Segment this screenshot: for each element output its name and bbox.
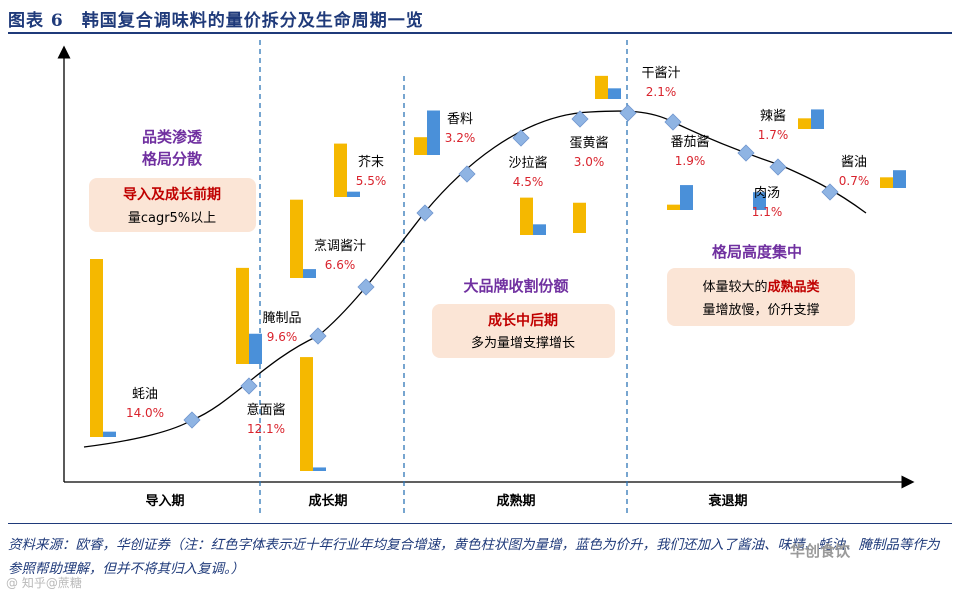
item-12-curve-point (821, 183, 839, 201)
figure-title: 图表 6 韩国复合调味料的量价拆分及生命周期一览 (8, 11, 424, 31)
item-5-price-bar (427, 110, 440, 155)
annotation-1-box-title: 导入及成长前期 (123, 186, 221, 203)
item-8-volume-bar (595, 75, 608, 99)
item-1-curve-point (240, 377, 258, 395)
item-11-growth-label: 1.7% (758, 128, 789, 142)
annotation-2-box (432, 304, 615, 358)
item-6-growth-label: 4.5% (513, 175, 544, 189)
item-1-price-bar (313, 467, 326, 471)
item-2-price-bar (249, 333, 262, 364)
item-10-price-bar (753, 192, 766, 210)
item-6-volume-bar (520, 197, 533, 235)
item-0-price-bar (103, 431, 116, 437)
item-4-curve-point (416, 204, 434, 222)
annotation-3-box (667, 268, 855, 326)
items-layer: 蚝油 14.0% 意面酱 12.1% 腌制品 9.6% 烹调酱汁 6.6% 芥末 5.5% 香料 3.… (90, 66, 906, 471)
item-7-curve-point (571, 110, 589, 128)
item-7-volume-bar (573, 202, 586, 233)
item-11-name-label: 辣酱 (760, 109, 786, 124)
item-3-volume-bar (290, 199, 303, 278)
item-4-growth-label: 5.5% (356, 174, 387, 188)
item-9-volume-bar (667, 204, 680, 210)
item-12-volume-bar (880, 177, 893, 188)
annotation-2-box-text: 多为量增支撑增长 (471, 335, 575, 351)
phase-label-intro: 导入期 (145, 494, 184, 509)
lifecycle-chart: 导入期 成长期 成熟期 衰退期 品类渗透 格局分散 导入及成长前期 量cagr5… (57, 40, 915, 515)
item-2-volume-bar (236, 267, 249, 364)
item-0-name-label: 蚝油 (132, 387, 158, 402)
item-3-growth-label: 6.6% (325, 258, 356, 272)
annotation-3-title: 格局高度集中 (712, 243, 802, 261)
item-0-volume-bar (90, 259, 103, 437)
item-5-name-label: 香料 (447, 112, 473, 127)
annotation-3-box-line1: 体量较大的成熟品类 (702, 279, 820, 295)
watermark-brand: 华创食饮 (790, 542, 851, 560)
watermark-user: @ 知乎@蔗糖 (6, 576, 82, 590)
item-0-curve-point (183, 411, 201, 429)
item-8-name-label: 干酱汁 (641, 66, 680, 81)
item-3-name-label: 烹调酱汁 (314, 239, 366, 254)
item-12-growth-label: 0.7% (839, 174, 870, 188)
item-3-curve-point (357, 278, 375, 296)
item-2-name-label: 腌制品 (262, 311, 301, 326)
item-11-volume-bar (798, 118, 811, 129)
item-6-curve-point (512, 129, 530, 147)
annotation-2-box-title: 成长中后期 (488, 312, 558, 329)
annotation-1-title-line1: 品类渗透 (142, 128, 203, 146)
annotation-1-box-text: 量cagr5%以上 (128, 211, 216, 226)
item-5-growth-label: 3.2% (445, 131, 476, 145)
phase-label-mature: 成熟期 (496, 493, 535, 509)
item-11-curve-point (769, 158, 787, 176)
item-12-price-bar (893, 170, 906, 188)
item-10-name-label: 肉汤 (754, 186, 780, 201)
item-2-growth-label: 9.6% (267, 330, 298, 344)
item-9-curve-point (664, 113, 682, 131)
item-6-price-bar (533, 224, 546, 235)
item-11-price-bar (811, 109, 824, 129)
item-0-growth-label: 14.0% (126, 406, 164, 420)
annotation-1-box (89, 178, 256, 232)
phase-label-decline: 衰退期 (707, 493, 747, 509)
item-4-price-bar (347, 191, 360, 197)
item-8-curve-point (619, 104, 637, 122)
item-7-growth-label: 3.0% (574, 155, 605, 169)
item-9-growth-label: 1.9% (675, 154, 706, 168)
item-9-name-label: 番茄酱 (670, 135, 709, 150)
item-6-name-label: 沙拉酱 (508, 156, 547, 171)
source-note: 资料来源：欧睿，华创证券（注：红色字体表示近十年行业年均复合增速，黄色柱状图为量… (8, 537, 940, 577)
item-7-name-label: 蛋黄酱 (569, 136, 608, 151)
item-2-curve-point (309, 327, 327, 345)
annotation-2-title: 大品牌收割份额 (463, 277, 568, 295)
item-5-curve-point (458, 165, 476, 183)
annotation-1-title-line2: 格局分散 (142, 150, 203, 168)
item-4-volume-bar (334, 143, 347, 197)
item-8-price-bar (608, 88, 621, 99)
annotation-3-text-b: 成熟品类 (768, 279, 821, 295)
item-5-volume-bar (414, 137, 427, 155)
item-10-curve-point (737, 144, 755, 162)
item-1-growth-label: 12.1% (247, 422, 285, 436)
item-9-price-bar (680, 185, 693, 210)
annotation-3-box-line2: 量增放慢，价升支撑 (702, 302, 819, 318)
item-4-name-label: 芥末 (358, 155, 384, 170)
title-rule (8, 32, 952, 34)
item-10-growth-label: 1.1% (752, 205, 783, 219)
item-12-name-label: 酱油 (841, 155, 867, 170)
item-8-growth-label: 2.1% (646, 85, 677, 99)
item-1-name-label: 意面酱 (246, 402, 285, 418)
bottom-rule (8, 523, 952, 524)
annotation-3-text-a: 体量较大的 (702, 279, 767, 295)
phase-label-growth: 成长期 (308, 493, 347, 509)
item-1-volume-bar (300, 357, 313, 471)
item-3-price-bar (303, 269, 316, 278)
